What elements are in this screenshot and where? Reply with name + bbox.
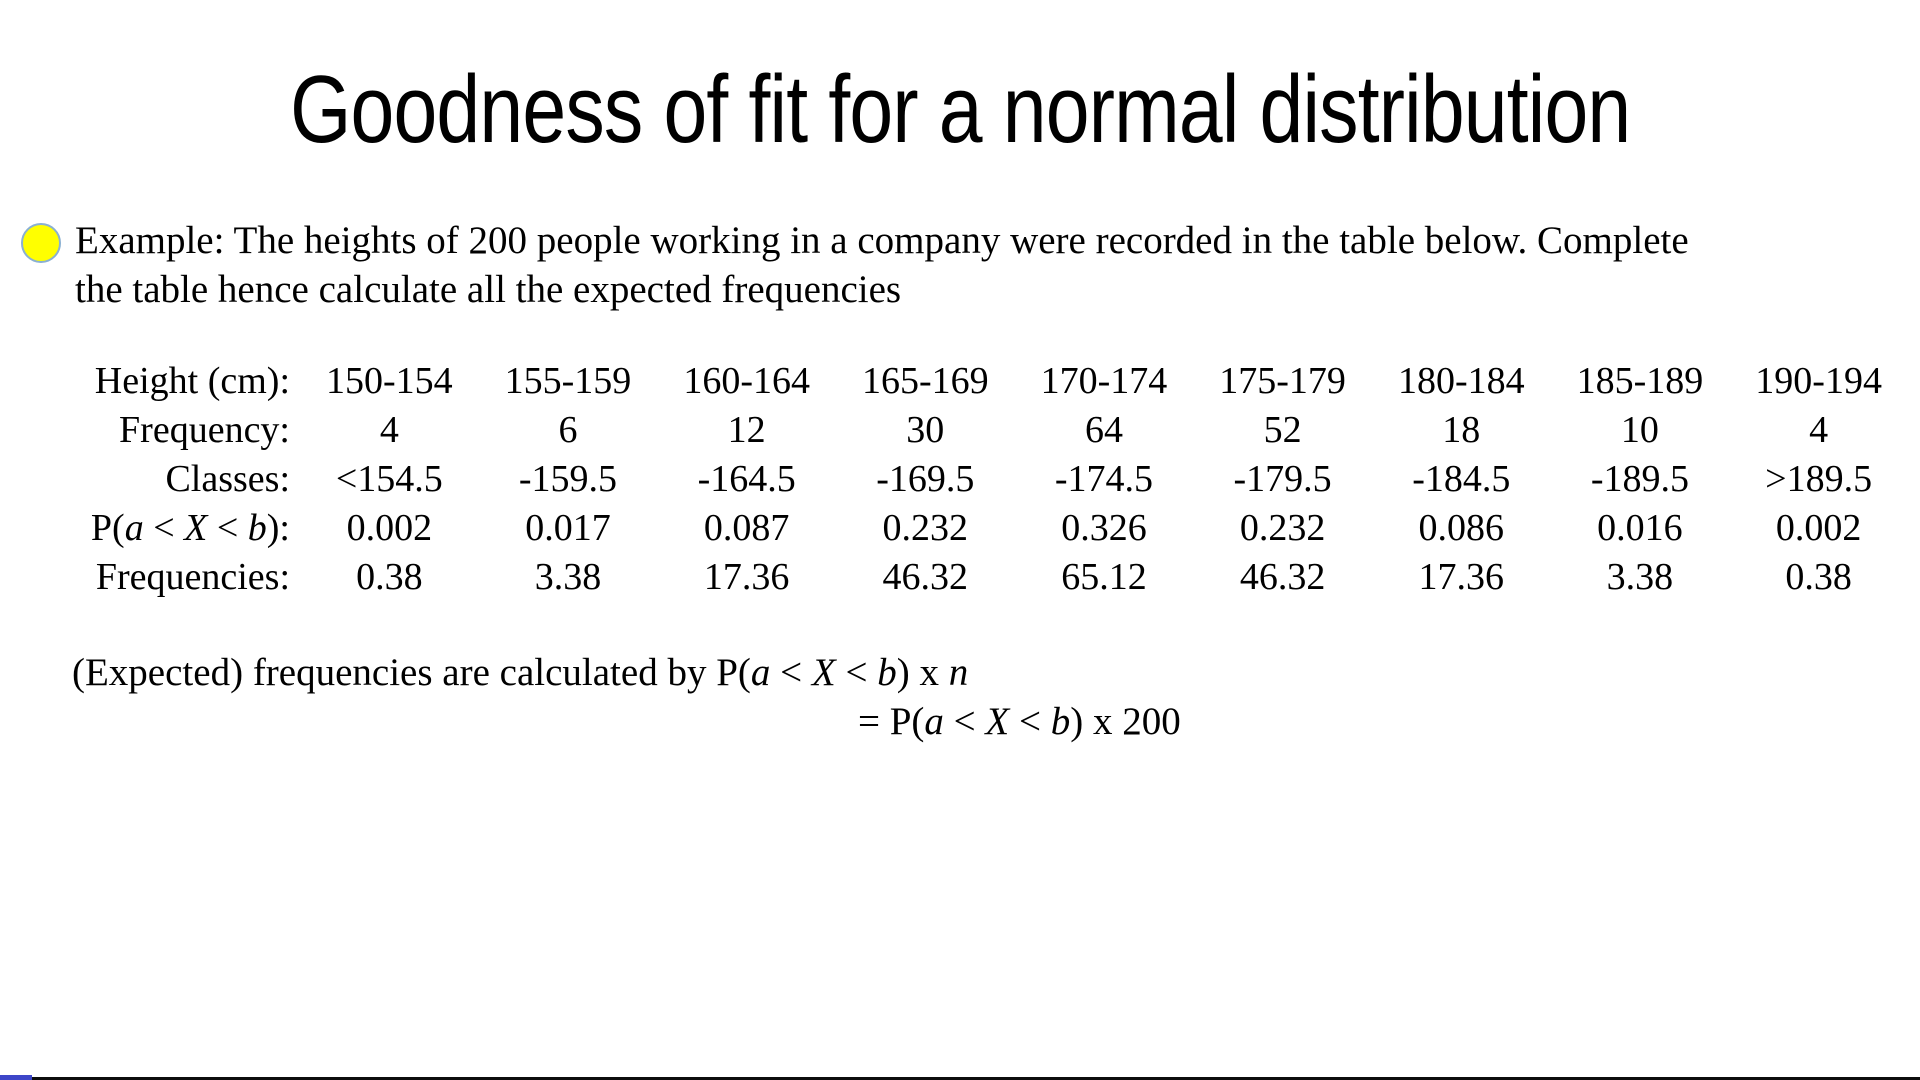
table-cell: 30 <box>906 408 945 451</box>
table-cell: 0.232 <box>882 506 969 549</box>
table-row-height: Height (cm): 150-154 155-159 160-164 165… <box>50 356 1908 405</box>
prob-label-sep1: < <box>143 506 185 549</box>
table-row-classes: Classes: <154.5 -159.5 -164.5 -169.5 -17… <box>50 454 1908 503</box>
page-title-text: Goodness of fit for a normal distributio… <box>289 56 1631 163</box>
var-x: X <box>184 506 208 549</box>
bottom-accent-line <box>0 1075 32 1080</box>
table-cell: 52 <box>1263 408 1302 451</box>
table-cell: 150-154 <box>326 359 453 402</box>
table-cell: -179.5 <box>1233 457 1332 500</box>
formula1-sep1: < <box>770 651 812 694</box>
table-cell: 3.38 <box>1606 555 1674 598</box>
table-cell: -169.5 <box>876 457 975 500</box>
frequency-table: Height (cm): 150-154 155-159 160-164 165… <box>50 356 1908 601</box>
table-cell: 0.086 <box>1418 506 1505 549</box>
var-n: n <box>948 651 969 694</box>
table-cell: 64 <box>1084 408 1123 451</box>
table-cell: 12 <box>727 408 766 451</box>
table-cell: 190-194 <box>1755 359 1882 402</box>
table-cell: 180-184 <box>1397 359 1525 402</box>
bottom-border-line <box>0 1077 1920 1080</box>
formula-line-1: (Expected) frequencies are calculated by… <box>72 648 968 697</box>
var-a: a <box>924 700 944 743</box>
formula-line-2: = P(a < X < b) x 200 <box>858 697 1181 746</box>
var-b: b <box>877 651 897 694</box>
table-cell: 155-159 <box>504 359 632 402</box>
table-cell: 170-174 <box>1040 359 1168 402</box>
prob-label-pre: P( <box>90 506 125 549</box>
table-cell: >189.5 <box>1765 457 1873 500</box>
table-cell: 175-179 <box>1219 359 1346 402</box>
table-cell: 46.32 <box>882 555 969 598</box>
table-cell: 4 <box>379 408 399 451</box>
table-row-frequency: Frequency: 4 6 12 30 64 52 18 10 4 <box>50 405 1908 454</box>
table-cell: 18 <box>1442 408 1481 451</box>
table-cell: 17.36 <box>1418 555 1505 598</box>
table-cell: 0.087 <box>703 506 790 549</box>
table-row-probability: P(a < X < b): 0.002 0.017 0.087 0.232 0.… <box>50 503 1908 552</box>
example-line-1: Example: The heights of 200 people worki… <box>75 219 1689 262</box>
example-line-2: the table hence calculate all the expect… <box>75 268 902 311</box>
prob-label-post: ): <box>266 506 290 549</box>
table-cell: 185-189 <box>1576 359 1704 402</box>
table-cell: 46.32 <box>1239 555 1326 598</box>
table-cell: -184.5 <box>1412 457 1511 500</box>
table-cell: 4 <box>1809 408 1829 451</box>
row-label-height: Height (cm): <box>94 359 290 402</box>
page-title: Goodness of fit for a normal distributio… <box>0 50 1920 170</box>
table-cell: -164.5 <box>697 457 796 500</box>
table-cell: -189.5 <box>1590 457 1689 500</box>
var-a: a <box>124 506 144 549</box>
formula1-before: (Expected) frequencies are calculated by… <box>72 651 751 694</box>
example-paragraph: Example: The heights of 200 people worki… <box>75 216 1905 314</box>
formula2-sep2: < <box>1009 700 1051 743</box>
table-cell: 0.326 <box>1061 506 1147 549</box>
table-cell: 165-169 <box>861 359 989 402</box>
table-cell: 160-164 <box>683 359 810 402</box>
row-label-frequency: Frequency: <box>119 408 290 451</box>
table-cell: 65.12 <box>1061 555 1147 598</box>
table-cell: 0.002 <box>346 506 433 549</box>
table-cell: -174.5 <box>1054 457 1154 500</box>
table-cell: 0.38 <box>1785 555 1852 598</box>
table-cell: 0.232 <box>1239 506 1326 549</box>
var-x: X <box>985 700 1010 743</box>
table-cell: -159.5 <box>518 457 618 500</box>
formula1-sep2: < <box>835 651 878 694</box>
bullet-icon <box>21 223 61 263</box>
var-x: X <box>811 651 836 694</box>
table-cell: 0.017 <box>525 506 611 549</box>
table-cell: 3.38 <box>534 555 602 598</box>
table-cell: 0.002 <box>1775 506 1862 549</box>
table-cell: 6 <box>558 408 578 451</box>
formula2-sep1: < <box>943 700 986 743</box>
table-cell: 17.36 <box>703 555 790 598</box>
table-cell: <154.5 <box>335 457 443 500</box>
row-label-expected-frequencies: Frequencies: <box>95 555 290 598</box>
formula1-after: ) x <box>896 651 949 694</box>
table-row-expected-frequencies: Frequencies: 0.38 3.38 17.36 46.32 65.12… <box>50 552 1908 601</box>
var-a: a <box>750 651 771 694</box>
formula2-after: ) x 200 <box>1070 700 1181 743</box>
var-b: b <box>247 506 267 549</box>
table-cell: 0.38 <box>356 555 423 598</box>
var-b: b <box>1050 700 1071 743</box>
formula2-eq: = P( <box>858 700 925 743</box>
row-label-classes: Classes: <box>165 457 290 500</box>
row-label-probability: P(a < X < b): <box>50 503 300 552</box>
prob-label-sep2: < <box>207 506 248 549</box>
table-cell: 10 <box>1620 408 1659 451</box>
table-cell: 0.016 <box>1597 506 1683 549</box>
